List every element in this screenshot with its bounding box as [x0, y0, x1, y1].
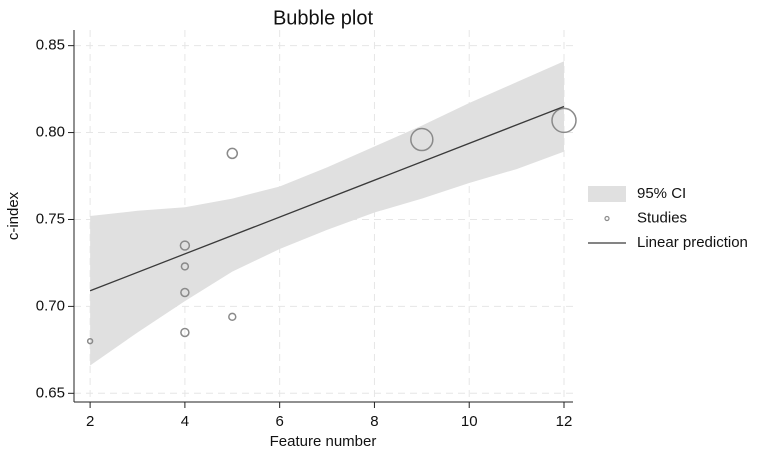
y-axis-label: c-index [5, 191, 22, 240]
x-tick-label: 10 [461, 413, 478, 430]
bubble [180, 287, 190, 298]
x-tick-label: 2 [86, 413, 94, 430]
bubble [410, 127, 434, 152]
legend-label: Linear prediction [637, 234, 748, 251]
bubble [86, 337, 94, 345]
x-axis-label: Feature number [270, 433, 377, 450]
x-tick-label: 12 [556, 413, 573, 430]
legend-swatch [604, 215, 610, 222]
y-tick-label: 0.80 [36, 124, 65, 141]
y-tick-label: 0.65 [36, 384, 65, 401]
legend-label: 95% CI [637, 185, 686, 202]
bubble [180, 262, 190, 271]
bubble [226, 147, 239, 160]
bubble [179, 240, 191, 251]
legend-label: Studies [637, 209, 687, 226]
bubble [180, 327, 190, 338]
prediction-line [89, 105, 565, 292]
x-tick-label: 6 [275, 413, 283, 430]
y-tick-label: 0.75 [36, 210, 65, 227]
bubble [228, 312, 237, 322]
bubble [551, 107, 577, 134]
chart-title: Bubble plot [273, 7, 374, 29]
x-tick-label: 8 [370, 413, 378, 430]
y-tick-label: 0.70 [36, 297, 65, 314]
ci-band [90, 61, 564, 366]
y-tick-label: 0.85 [36, 37, 65, 54]
x-tick-label: 4 [181, 413, 189, 430]
legend-swatch [588, 186, 626, 202]
